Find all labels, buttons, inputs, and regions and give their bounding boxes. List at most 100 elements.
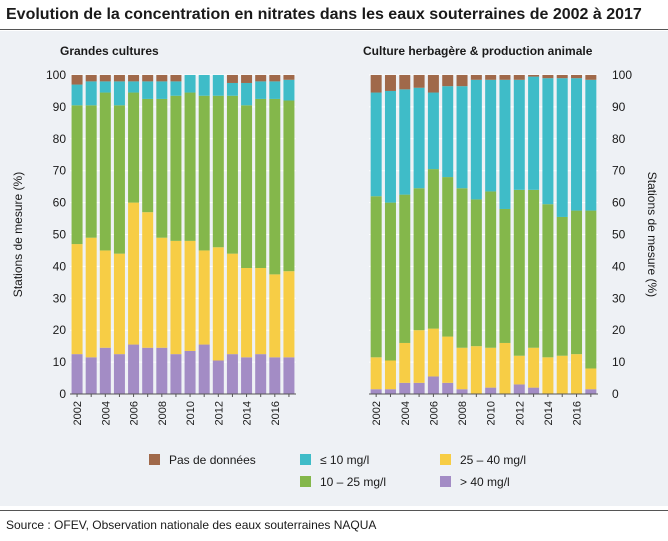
bar-segment-le10: [571, 78, 583, 211]
y-axis-label: Stations de mesure (%): [645, 172, 659, 297]
bar-segment-pas_de_donnees: [470, 75, 482, 80]
bar-segment-gt40: [427, 376, 439, 394]
bar-segment-c10_25: [571, 210, 583, 355]
x-tick-label: 2012: [514, 401, 526, 425]
bar-segment-c10_25: [99, 92, 111, 251]
bar-segment-c25_40: [456, 347, 468, 390]
bar-segment-le10: [556, 78, 568, 217]
bar-segment-c25_40: [585, 368, 597, 390]
bar-segment-le10: [499, 79, 511, 209]
bar-segment-pas_de_donnees: [585, 75, 597, 80]
bar-segment-c25_40: [71, 244, 83, 355]
y-tick-label: 60: [612, 196, 626, 210]
bar-segment-pas_de_donnees: [283, 75, 295, 80]
bar-segment-le10: [85, 81, 97, 106]
bar-segment-gt40: [241, 357, 253, 394]
legend-swatch-le10: [300, 454, 311, 465]
bar-segment-gt40: [399, 382, 411, 394]
bar-segment-le10: [585, 79, 597, 211]
x-tick-label: 2002: [72, 401, 84, 425]
bar-segment-c10_25: [113, 105, 125, 254]
bar-segment-le10: [384, 90, 396, 203]
bar-segment-c25_40: [470, 346, 482, 394]
bar-segment-le10: [184, 75, 196, 93]
bar-segment-le10: [456, 86, 468, 189]
bar-segment-pas_de_donnees: [442, 75, 454, 87]
legend-label: ≤ 10 mg/l: [320, 453, 369, 467]
bar-segment-c10_25: [241, 105, 253, 268]
y-tick-label: 90: [612, 100, 626, 114]
bar-segment-le10: [283, 79, 295, 101]
bar-segment-pas_de_donnees: [485, 75, 497, 80]
bar-segment-le10: [128, 81, 140, 93]
y-tick-label: 70: [612, 164, 626, 178]
x-tick-label: 2016: [270, 401, 282, 425]
y-tick-label: 70: [53, 164, 67, 178]
bar-segment-c25_40: [128, 202, 140, 345]
bar-segment-le10: [528, 76, 540, 190]
bar-segment-pas_de_donnees: [241, 75, 253, 83]
bar-segment-c25_40: [184, 240, 196, 351]
bar-segment-c10_25: [212, 95, 224, 248]
bar-segment-c25_40: [255, 267, 267, 355]
bar-segment-c10_25: [485, 191, 497, 348]
bar-segment-le10: [241, 82, 253, 106]
bar-segment-c25_40: [542, 357, 554, 394]
bar-segment-pas_de_donnees: [542, 75, 554, 79]
y-tick-label: 30: [53, 291, 67, 305]
bar-segment-c25_40: [198, 250, 210, 345]
legend-label: > 40 mg/l: [460, 475, 510, 489]
bar-segment-c10_25: [384, 202, 396, 361]
bar-segment-gt40: [485, 387, 497, 394]
y-tick-label: 0: [612, 387, 619, 401]
bar-segment-pas_de_donnees: [85, 75, 97, 82]
bar-segment-le10: [71, 84, 83, 106]
bar-segment-gt40: [269, 357, 281, 394]
y-tick-label: 100: [612, 68, 632, 82]
y-tick-label: 90: [53, 100, 67, 114]
bar-segment-c10_25: [226, 95, 238, 254]
bar-segment-c10_25: [370, 196, 382, 358]
bar-segment-c25_40: [528, 347, 540, 388]
bar-segment-c25_40: [384, 360, 396, 390]
bar-segment-c10_25: [513, 189, 525, 356]
source-note: Source : OFEV, Observation nationale des…: [6, 518, 377, 532]
y-tick-label: 0: [59, 387, 66, 401]
bar-segment-c25_40: [212, 247, 224, 361]
bar-segment-pas_de_donnees: [156, 75, 168, 82]
bar-segment-pas_de_donnees: [499, 75, 511, 80]
bar-segment-gt40: [113, 354, 125, 394]
bar-segment-c25_40: [442, 336, 454, 383]
legend-label: 10 – 25 mg/l: [320, 475, 386, 489]
legend-label: 25 – 40 mg/l: [460, 453, 526, 467]
panel-title: Grandes cultures: [60, 44, 159, 58]
bar-segment-le10: [399, 89, 411, 195]
bar-segment-gt40: [156, 347, 168, 394]
bar-segment-le10: [513, 79, 525, 190]
legend-swatch-c25_40: [440, 454, 451, 465]
y-tick-label: 80: [612, 132, 626, 146]
x-tick-label: 2008: [457, 401, 469, 425]
bar-segment-pas_de_donnees: [427, 75, 439, 93]
bar-segment-c10_25: [399, 194, 411, 343]
bar-segment-c25_40: [99, 250, 111, 348]
y-tick-label: 30: [612, 291, 626, 305]
bar-segment-c10_25: [142, 98, 154, 213]
bar-segment-c25_40: [241, 267, 253, 358]
bar-segment-c10_25: [85, 105, 97, 238]
bar-segment-pas_de_donnees: [384, 75, 396, 91]
bar-segment-le10: [470, 79, 482, 200]
bar-segment-le10: [212, 75, 224, 96]
bar-segment-gt40: [85, 357, 97, 394]
bar-segment-gt40: [370, 389, 382, 394]
bar-segment-le10: [427, 92, 439, 170]
bar-segment-pas_de_donnees: [456, 75, 468, 87]
bar-segment-c25_40: [485, 347, 497, 388]
bar-segment-gt40: [384, 389, 396, 394]
bar-segment-le10: [142, 81, 154, 99]
y-axis-label: Stations de mesure (%): [11, 172, 25, 297]
bar-segment-c25_40: [427, 328, 439, 377]
bar-segment-le10: [255, 81, 267, 99]
bar-segment-c10_25: [269, 98, 281, 275]
bar-segment-c10_25: [556, 216, 568, 356]
